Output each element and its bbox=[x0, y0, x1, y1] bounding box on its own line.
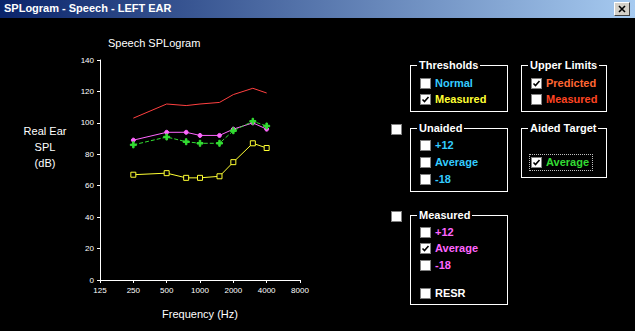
svg-text:100: 100 bbox=[81, 118, 95, 127]
html-text:Measured: Measured bbox=[546, 93, 598, 105]
svg-text:8000: 8000 bbox=[291, 286, 309, 295]
html-text:Unaided: Unaided bbox=[419, 122, 463, 134]
html-text:+12: +12 bbox=[435, 139, 454, 151]
svg-text:Frequency (Hz): Frequency (Hz) bbox=[162, 308, 238, 320]
html-text:-18: -18 bbox=[435, 173, 451, 185]
html-text:-18: -18 bbox=[435, 259, 451, 271]
html-text:Measured: Measured bbox=[435, 93, 487, 105]
svg-text:2000: 2000 bbox=[224, 286, 242, 295]
svg-text:Speech SPLogram: Speech SPLogram bbox=[108, 37, 200, 49]
html-text:Average: Average bbox=[546, 156, 589, 168]
html-text:Average: Average bbox=[435, 156, 478, 168]
html-text:Measured: Measured bbox=[419, 209, 471, 221]
svg-text:0: 0 bbox=[90, 276, 95, 285]
html-text:RESR: RESR bbox=[435, 287, 466, 299]
svg-text:4000: 4000 bbox=[258, 286, 276, 295]
svg-text:20: 20 bbox=[85, 244, 94, 253]
svg-text:500: 500 bbox=[160, 286, 174, 295]
svg-text:1000: 1000 bbox=[191, 286, 209, 295]
html-text:Thresholds: Thresholds bbox=[419, 59, 479, 71]
html-text:SPLogram - Speech - LEFT EAR: SPLogram - Speech - LEFT EAR bbox=[4, 2, 172, 14]
svg-text:60: 60 bbox=[85, 181, 94, 190]
svg-text:80: 80 bbox=[85, 150, 94, 159]
svg-text:140: 140 bbox=[81, 56, 95, 65]
html-text:Average: Average bbox=[435, 242, 478, 254]
svg-text:SPL: SPL bbox=[35, 141, 56, 153]
svg-text:120: 120 bbox=[81, 87, 95, 96]
svg-text:(dB): (dB) bbox=[35, 157, 56, 169]
html-text:Upper Limits: Upper Limits bbox=[530, 59, 598, 71]
html-text:Aided Target: Aided Target bbox=[530, 122, 597, 134]
html-text:Normal: Normal bbox=[435, 77, 473, 89]
svg-text:250: 250 bbox=[127, 286, 141, 295]
svg-text:40: 40 bbox=[85, 213, 94, 222]
html-text:+12: +12 bbox=[435, 226, 454, 238]
svg-text:Real Ear: Real Ear bbox=[24, 125, 67, 137]
html-text:Predicted: Predicted bbox=[546, 77, 597, 89]
svg-text:125: 125 bbox=[93, 286, 107, 295]
